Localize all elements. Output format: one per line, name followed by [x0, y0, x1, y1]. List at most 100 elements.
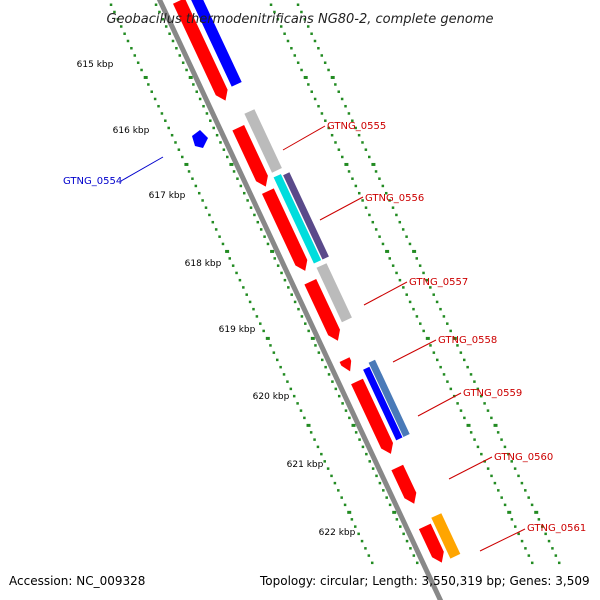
- tick-dot: [286, 39, 290, 43]
- tick-dot: [297, 307, 300, 311]
- tick-dot: [265, 336, 270, 340]
- tick-dot: [534, 510, 539, 514]
- gene-arrow-gtng-0557: [304, 279, 340, 341]
- tick-dot: [371, 220, 375, 224]
- tick-dot: [527, 496, 530, 499]
- tick-dot: [442, 373, 446, 376]
- tick-dot: [364, 547, 367, 550]
- tick-dot: [395, 271, 398, 275]
- tick-dot: [157, 104, 160, 108]
- tick-dot: [197, 191, 201, 195]
- accession-text: Accession: NC_009328: [9, 574, 146, 588]
- cog-bar-gtng-0561: [431, 513, 461, 559]
- tick-dot: [333, 481, 337, 485]
- tick-dot: [415, 257, 419, 260]
- tick-label-615: 615 kbp: [77, 60, 114, 70]
- tick-dot: [174, 141, 177, 144]
- tick-dot: [226, 155, 229, 159]
- tick-dot: [195, 90, 198, 93]
- tick-dot: [175, 46, 178, 50]
- tick-dot: [290, 293, 293, 296]
- gene-label-gtng-0560: GTNG_0560: [494, 452, 553, 463]
- tick-dot: [153, 97, 157, 101]
- tick-dot: [262, 329, 265, 333]
- tick-dot: [401, 228, 405, 231]
- tick-dot: [425, 278, 429, 282]
- tick-dot: [306, 25, 310, 28]
- tick-dot: [205, 112, 209, 115]
- tick-dot: [425, 336, 430, 340]
- tick-dot: [361, 445, 365, 449]
- tick-dot: [395, 518, 399, 521]
- tick-dot: [382, 489, 385, 492]
- tick-dot: [507, 452, 510, 456]
- tick-dot: [483, 460, 486, 463]
- label-leader-line: [319, 196, 364, 221]
- tick-dot: [385, 496, 388, 499]
- tick-dot: [218, 235, 221, 238]
- tick-dot: [167, 126, 170, 130]
- tick-dot: [286, 380, 289, 383]
- tick-dot: [537, 518, 541, 521]
- tick-dot-rings: [109, 3, 561, 565]
- tick-dot: [343, 503, 347, 507]
- tick-dot: [364, 206, 368, 209]
- tick-dot: [269, 3, 273, 6]
- tick-dot: [235, 271, 238, 275]
- tick-dot: [476, 445, 480, 449]
- topology-text: Topology: circular; Length: 3,550,319 bp…: [260, 574, 590, 588]
- tick-dot: [388, 199, 391, 202]
- tick-dot: [500, 438, 503, 441]
- tick-dot: [204, 206, 208, 209]
- gene-arrow-forward: [173, 0, 228, 101]
- tick-dot: [109, 3, 113, 6]
- tick-dot: [208, 213, 211, 217]
- tick-dot: [446, 322, 449, 325]
- tick-dot: [375, 474, 378, 478]
- tick-dot: [123, 32, 126, 35]
- tick-dot: [388, 503, 392, 507]
- tick-dot: [296, 61, 300, 64]
- tick-dot: [402, 286, 405, 289]
- kbp-tick-labels: 615 kbp 616 kbp 617 kbp 618 kbp 619 kbp …: [77, 60, 356, 538]
- tick-dot: [184, 162, 189, 166]
- gene-label-gtng-0554: GTNG_0554: [63, 176, 122, 187]
- tick-dot: [391, 206, 395, 209]
- gene-bar-reverse: [191, 0, 242, 87]
- tick-dot: [378, 235, 381, 238]
- tick-label-621: 621 kbp: [287, 460, 324, 470]
- tick-dot: [422, 271, 425, 275]
- tick-dot: [435, 300, 439, 304]
- genome-backbone: [156, 0, 444, 600]
- tick-dot: [327, 373, 331, 376]
- tick-dot: [272, 351, 276, 354]
- tick-dot: [330, 133, 334, 137]
- tick-dot: [266, 242, 270, 246]
- gene-arrow-gtng-0558: [339, 357, 352, 372]
- tick-dot: [466, 423, 471, 427]
- tick-dot: [276, 264, 280, 267]
- tick-dot: [348, 416, 351, 420]
- tick-dot: [300, 68, 303, 72]
- tick-dot: [422, 329, 425, 333]
- tick-dot: [313, 39, 317, 43]
- tick-dot: [270, 249, 275, 253]
- gene-label-gtng-0555: GTNG_0555: [327, 121, 386, 132]
- tick-dot: [327, 126, 330, 130]
- tick-dot: [150, 90, 153, 93]
- tick-dot: [418, 264, 422, 267]
- tick-dot: [486, 409, 490, 412]
- tick-dot: [367, 554, 371, 557]
- label-leader-line: [448, 456, 493, 480]
- tick-dot: [514, 525, 517, 528]
- tick-dot: [143, 75, 148, 79]
- tick-dot: [259, 228, 263, 231]
- tick-dot: [225, 249, 230, 253]
- tick-dot: [331, 380, 334, 383]
- tick-label-619: 619 kbp: [219, 325, 256, 335]
- tick-dot: [368, 155, 371, 159]
- tick-dot: [442, 315, 446, 318]
- tick-dot: [310, 336, 315, 340]
- tick-dot: [232, 170, 236, 173]
- label-leader-line: [120, 156, 164, 182]
